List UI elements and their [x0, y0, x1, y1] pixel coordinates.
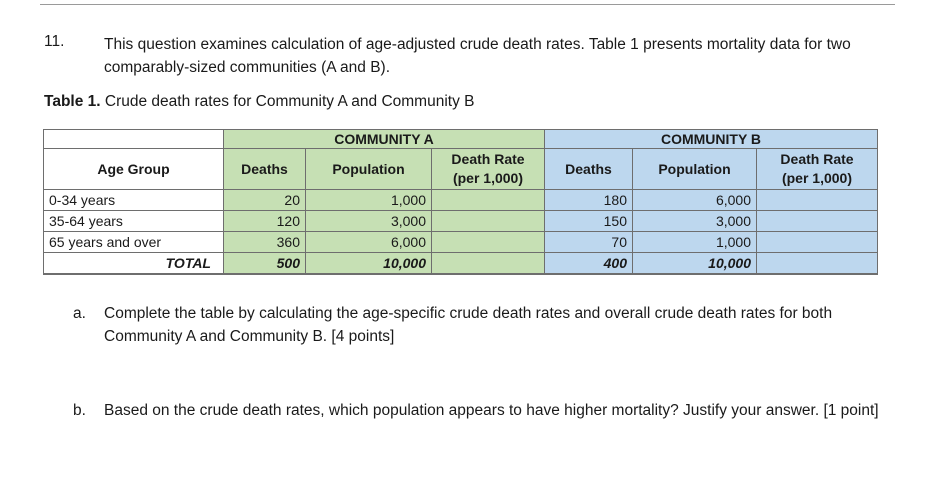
top-divider — [40, 4, 895, 5]
a-total-population: 10,000 — [305, 252, 432, 275]
part-a-letter: a. — [73, 305, 86, 322]
b-population-cell: 1,000 — [632, 231, 757, 253]
b-deaths-cell: 180 — [544, 189, 633, 211]
question-text: This question examines calculation of ag… — [104, 36, 851, 76]
a-total-death-rate — [431, 252, 545, 275]
part-b-text: Based on the crude death rates, which po… — [104, 402, 879, 419]
b-population-header: Population — [632, 148, 757, 190]
age-group-cell: 35-64 years — [43, 210, 224, 232]
b-death-rate-header: Death Rate (per 1,000) — [756, 148, 878, 190]
b-deaths-cell: 150 — [544, 210, 633, 232]
a-deaths-cell: 120 — [223, 210, 306, 232]
community-a-header: COMMUNITY A — [223, 129, 545, 149]
empty-corner-cell — [43, 129, 224, 149]
a-total-deaths: 500 — [223, 252, 306, 275]
age-group-cell: 65 years and over — [43, 231, 224, 253]
table-row: 0-34 years 20 1,000 180 6,000 — [43, 189, 878, 211]
a-rate-header-line1: Death Rate — [451, 151, 525, 167]
a-deaths-cell: 360 — [223, 231, 306, 253]
table-column-header-row: Age Group Deaths Population Death Rate (p… — [43, 148, 878, 190]
a-death-rate-cell — [431, 231, 545, 253]
b-deaths-header: Deaths — [544, 148, 633, 190]
b-death-rate-cell — [756, 210, 878, 232]
table-caption-text: Crude death rates for Community A and Co… — [100, 93, 475, 110]
table-row: 65 years and over 360 6,000 70 1,000 — [43, 231, 878, 253]
b-rate-header-line2: (per 1,000) — [781, 170, 853, 186]
a-population-header: Population — [305, 148, 432, 190]
b-total-population: 10,000 — [632, 252, 757, 275]
b-deaths-cell: 70 — [544, 231, 633, 253]
table-caption-label: Table 1. — [44, 93, 101, 110]
a-population-cell: 1,000 — [305, 189, 432, 211]
table-total-row: TOTAL 500 10,000 400 10,000 — [43, 252, 878, 275]
b-population-cell: 6,000 — [632, 189, 757, 211]
a-death-rate-cell — [431, 189, 545, 211]
a-deaths-cell: 20 — [223, 189, 306, 211]
a-population-cell: 6,000 — [305, 231, 432, 253]
b-total-death-rate — [756, 252, 878, 275]
b-rate-header-line1: Death Rate — [780, 151, 854, 167]
table-caption: Table 1. Crude death rates for Community… — [44, 93, 474, 111]
b-total-deaths: 400 — [544, 252, 633, 275]
a-deaths-header: Deaths — [223, 148, 306, 190]
part-a-text: Complete the table by calculating the ag… — [104, 305, 833, 345]
question-number: 11. — [44, 33, 65, 50]
mortality-table: COMMUNITY A COMMUNITY B Age Group Deaths… — [43, 129, 878, 275]
a-rate-header-line2: (per 1,000) — [452, 170, 524, 186]
part-b-letter: b. — [73, 402, 86, 419]
a-death-rate-header: Death Rate (per 1,000) — [431, 148, 545, 190]
b-population-cell: 3,000 — [632, 210, 757, 232]
age-group-cell: 0-34 years — [43, 189, 224, 211]
table-group-header-row: COMMUNITY A COMMUNITY B — [43, 129, 878, 149]
b-death-rate-cell — [756, 189, 878, 211]
total-label: TOTAL — [43, 252, 224, 275]
table-row: 35-64 years 120 3,000 150 3,000 — [43, 210, 878, 232]
a-population-cell: 3,000 — [305, 210, 432, 232]
community-b-header: COMMUNITY B — [544, 129, 878, 149]
age-group-header: Age Group — [43, 148, 224, 190]
b-death-rate-cell — [756, 231, 878, 253]
a-death-rate-cell — [431, 210, 545, 232]
